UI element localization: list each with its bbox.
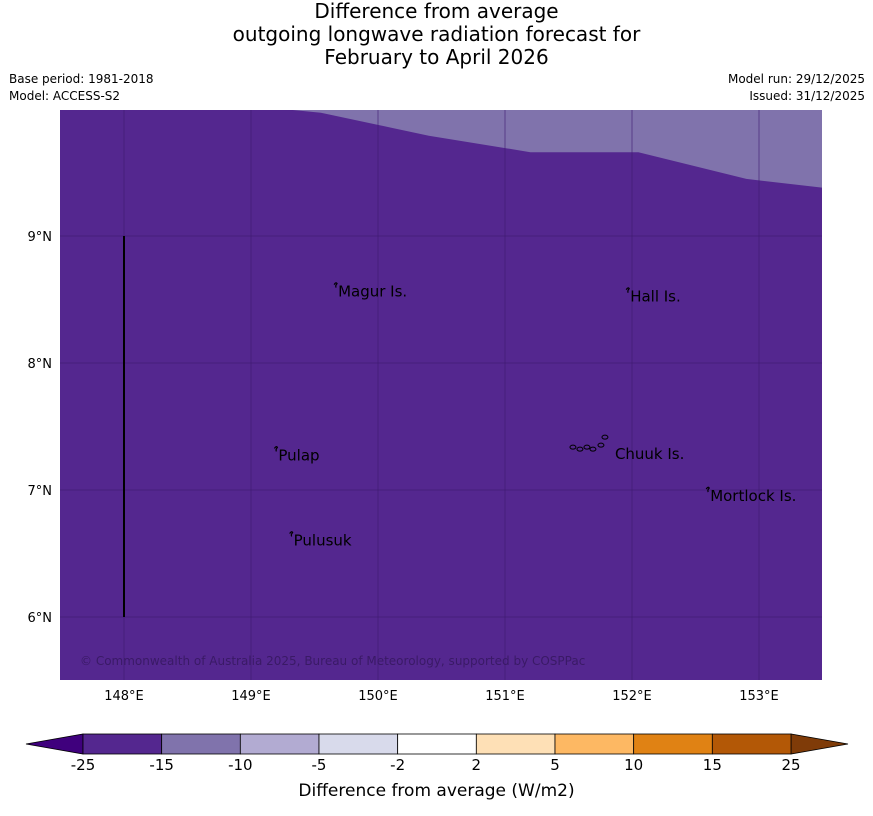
place-label: Magur Is. [338,283,407,301]
lon-tick-label: 150°E [358,689,398,704]
model-run-text: Model run: 29/12/2025 [727,72,865,86]
lat-tick-label: 6°N [28,611,53,626]
colorbar-tick-label: 5 [550,756,560,774]
island-shape [597,442,605,448]
lon-tick-label: 153°E [739,689,779,704]
colorbar-extend-low [25,733,84,755]
meta-left: Base period: 1981-2018 Model: ACCESS-S2 [9,71,154,105]
place-label: Pulap [278,446,319,464]
lon-tick-label: 151°E [485,689,525,704]
colorbar-bin [633,733,713,755]
lon-tick-label: 148°E [104,689,144,704]
place-label: Hall Is. [630,288,681,306]
meta-right: Model run: 29/12/2025 Issued: 31/12/2025 [728,71,865,105]
title-line-2: outgoing longwave radiation forecast for [232,22,641,46]
place-label: Mortlock Is. [710,487,796,505]
colorbar-tick-label: 10 [624,756,644,774]
island-shape [289,531,294,537]
colorbar [25,733,849,755]
island-marker [625,287,630,293]
colorbar-bin [239,733,320,755]
colorbar-tick-label: -25 [70,756,96,774]
island-marker [289,531,294,537]
lon-tick-label: 149°E [231,689,271,704]
island-shape [705,486,710,493]
island-marker [705,486,710,493]
colorbar-tick-label: -5 [311,756,327,774]
lat-tick-label: 8°N [28,357,53,372]
copyright-text: © Commonwealth of Australia 2025, Bureau… [80,654,585,668]
lat-tick-label: 7°N [28,484,53,499]
colorbar-bin [82,733,163,755]
base-period-text: Base period: 1981-2018 [9,72,154,86]
map-area: Magur Is. Hall Is. Pulap Chuuk Is. Mortlock … [60,110,822,680]
lat-tick-label: 9°N [28,230,53,245]
island-shape [589,446,597,452]
island-marker [273,446,279,452]
lon-tick-label: 152°E [612,689,652,704]
island-shape [601,434,609,440]
title-line-3: February to April 2026 [324,45,549,69]
island-marker [569,434,609,452]
colorbar-bin [161,733,241,755]
island-shape [625,287,630,293]
title-line-1: Difference from average [314,0,559,23]
island-shape [576,446,584,452]
island-shape [569,444,577,450]
colorbar-tick-label: -2 [390,756,406,774]
place-label: Pulusuk [294,532,352,550]
issued-text: Issued: 31/12/2025 [749,89,865,103]
colorbar-bin [711,733,792,755]
place-label: Chuuk Is. [615,445,684,463]
model-text: Model: ACCESS-S2 [9,89,121,103]
island-marker [333,282,338,288]
colorbar-tick-label: -10 [228,756,253,774]
island-shape [333,282,338,288]
colorbar-bin [318,733,399,755]
colorbar-bin [397,733,477,755]
colorbar-extend-high [790,733,849,755]
colorbar-tick-label: 2 [471,756,482,774]
colorbar-bin [475,733,556,755]
colorbar-tick-label: -15 [149,756,174,774]
colorbar-bin [554,733,635,755]
colorbar-tick-label: 15 [702,756,722,774]
colorbar-title: Difference from average (W/m2) [298,781,575,801]
anomaly-fill-main [60,110,822,680]
island-shape [583,444,591,450]
island-shape [273,446,279,452]
colorbar-tick-label: 25 [781,756,801,774]
